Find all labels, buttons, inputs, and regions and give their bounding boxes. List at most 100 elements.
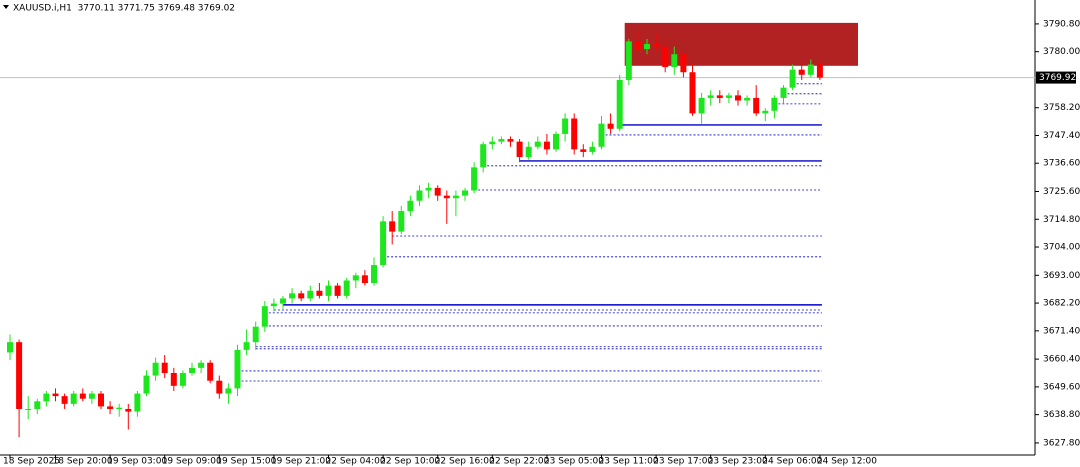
y-tick-label: 3682.20 (1043, 299, 1080, 309)
current-price-label: 3769.92 (1039, 73, 1076, 83)
x-tick-label: 23 Sep 05:00 (544, 457, 604, 467)
candle-body (198, 362, 205, 368)
candle-body (616, 79, 623, 129)
current-price-box (1036, 71, 1076, 84)
candle-body (489, 141, 496, 145)
candle-body (225, 388, 232, 394)
candle-body (671, 54, 678, 68)
y-tick-label: 3736.60 (1043, 159, 1080, 169)
candle-body (207, 362, 214, 381)
candle-body (807, 64, 814, 75)
candle-body (425, 187, 432, 191)
candle-body (407, 200, 414, 212)
candle-body (261, 306, 268, 327)
candle-body (107, 406, 114, 409)
candle-body (598, 123, 605, 147)
x-tick-label: 22 Sep 16:00 (435, 457, 495, 467)
candle-body (644, 43, 650, 50)
candle-body (516, 141, 523, 158)
candle-body (507, 139, 514, 142)
candle-body (480, 144, 487, 168)
candle-body (634, 41, 641, 50)
candle-body (780, 87, 787, 98)
candle-body (735, 95, 741, 101)
candle-body (234, 349, 241, 389)
candle-body (543, 141, 550, 150)
candle-body (125, 408, 132, 412)
candle-body (252, 326, 259, 343)
candle-body (7, 342, 13, 353)
x-tick-label: 24 Sep 06:00 (762, 457, 822, 467)
candle-body (525, 146, 532, 158)
y-tick-label: 3725.60 (1043, 187, 1080, 197)
candle-body (216, 380, 223, 394)
candle-body (589, 146, 596, 152)
candle-body (380, 221, 387, 266)
candle-body (61, 396, 68, 404)
x-tick-label: 22 Sep 22:00 (489, 457, 549, 467)
candle-body (270, 303, 277, 307)
candle-body (161, 362, 168, 373)
candle-body (98, 393, 104, 407)
candle-body (553, 133, 559, 150)
candle-body (744, 97, 751, 101)
x-tick-label: 19 Sep 09:00 (162, 457, 222, 467)
candle-body (179, 372, 186, 386)
y-tick-label: 3693.00 (1043, 271, 1080, 281)
y-tick-label: 3758.20 (1043, 103, 1080, 113)
candle-body (43, 393, 50, 402)
candle-body (70, 393, 77, 404)
candle-body (16, 342, 23, 409)
candle-body (771, 97, 778, 111)
candle-body (170, 372, 177, 386)
y-tick-label: 3747.40 (1043, 131, 1080, 141)
candle-body (725, 95, 732, 98)
candle-body (25, 408, 32, 410)
candle-body (398, 211, 405, 232)
x-tick-label: 19 Sep 03:00 (107, 457, 167, 467)
candle-body (762, 110, 769, 114)
y-tick-label: 3790.80 (1043, 19, 1080, 29)
candle-body (116, 407, 123, 409)
candle-body (143, 375, 150, 394)
candle-body (134, 393, 141, 412)
candle-body (371, 265, 377, 284)
candle-body (653, 43, 660, 47)
x-tick-label: 23 Sep 17:00 (653, 457, 713, 467)
candle-body (343, 280, 350, 296)
candle-body (243, 342, 250, 350)
candle-body (280, 298, 286, 304)
x-tick-label: 18 Sep 20:00 (53, 457, 113, 467)
y-tick-label: 3780.00 (1043, 47, 1080, 57)
y-tick-label: 3671.40 (1043, 326, 1080, 336)
candle-body (443, 195, 450, 199)
candle-body (189, 367, 195, 373)
candle-body (580, 149, 587, 152)
x-tick-label: 19 Sep 21:00 (271, 457, 331, 467)
candle-body (361, 275, 368, 284)
candle-body (680, 54, 687, 73)
candle-body (571, 118, 578, 150)
x-tick-label: 23 Sep 11:00 (599, 457, 659, 467)
candle-body (416, 190, 423, 201)
candle-body (52, 393, 59, 397)
candle-body (698, 97, 705, 114)
x-tick-label: 22 Sep 04:00 (326, 457, 386, 467)
candle-body (707, 95, 714, 98)
x-tick-label: 24 Sep 12:00 (817, 457, 877, 467)
x-tick-label: 18 Sep 2025 (3, 457, 60, 467)
candle-body (816, 64, 823, 78)
candle-body (789, 69, 796, 88)
candle-body (325, 285, 332, 296)
chart-title: XAUUSD.i,H1 3770.11 3771.75 3769.48 3769… (13, 4, 235, 14)
menu-arrow[interactable] (3, 5, 9, 9)
candle-body (607, 123, 614, 129)
candle-body (753, 97, 760, 114)
y-tick-label: 3714.80 (1043, 215, 1080, 225)
supply-zone (624, 22, 858, 66)
candle-body (88, 393, 95, 399)
candle-body (389, 221, 396, 232)
candle-body (689, 72, 696, 114)
y-tick-label: 3638.80 (1043, 410, 1080, 420)
